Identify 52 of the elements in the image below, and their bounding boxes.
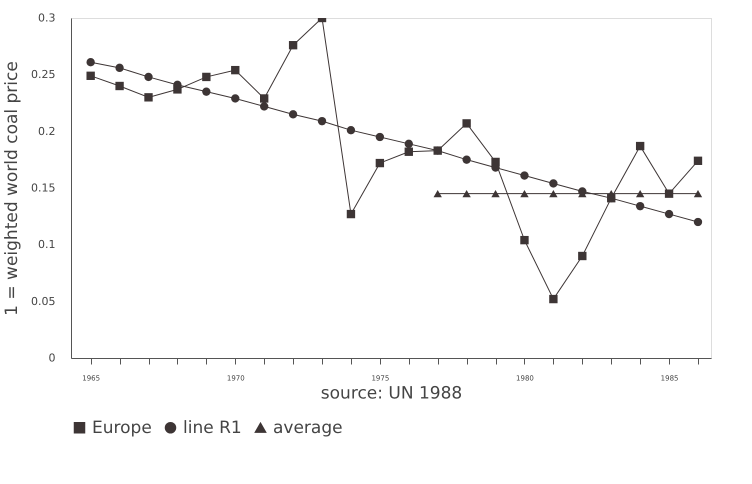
point (636, 190, 644, 198)
y-tick-label: 0.1 (38, 238, 56, 252)
point (404, 148, 413, 156)
point (376, 132, 384, 142)
point (346, 210, 356, 218)
point (231, 94, 240, 103)
point (520, 190, 529, 198)
point (549, 190, 558, 198)
y-tick-label: 0.15 (31, 182, 56, 194)
point (694, 218, 702, 226)
legend-label: average (273, 418, 343, 438)
point (434, 190, 442, 198)
point (288, 41, 298, 50)
point (115, 82, 124, 90)
point (520, 171, 529, 180)
x-axis-title: source: UN 1988 (320, 384, 462, 404)
point (664, 210, 674, 218)
point (491, 190, 500, 198)
point (346, 126, 356, 134)
point (86, 72, 95, 80)
point (202, 87, 211, 96)
y-tick-label: 0.05 (31, 294, 56, 308)
y-axis-title: 1 = weighted world coal price (2, 61, 22, 316)
point (578, 252, 586, 260)
point (462, 155, 471, 164)
point (231, 66, 240, 74)
point (86, 58, 95, 66)
legend-label: Europe (92, 418, 152, 438)
y-tick-label: 0 (48, 352, 56, 364)
point (520, 236, 529, 244)
point (260, 102, 268, 111)
point (202, 72, 211, 82)
point (318, 116, 326, 126)
point (462, 190, 471, 198)
y-tick-label: 0.25 (31, 68, 56, 82)
point (260, 94, 268, 103)
point (404, 140, 413, 148)
point (376, 158, 384, 168)
point (462, 119, 471, 128)
point (694, 190, 702, 198)
point (694, 156, 702, 165)
point (115, 64, 124, 72)
y-tick-label: 0.2 (38, 124, 56, 138)
y-tick-label: 0.3 (38, 12, 56, 24)
point (549, 179, 558, 188)
point (144, 93, 153, 102)
legend-label: line R1 (183, 418, 242, 438)
point (549, 294, 558, 304)
point (636, 142, 644, 150)
point (144, 72, 153, 82)
point (288, 110, 298, 119)
point (636, 202, 644, 210)
